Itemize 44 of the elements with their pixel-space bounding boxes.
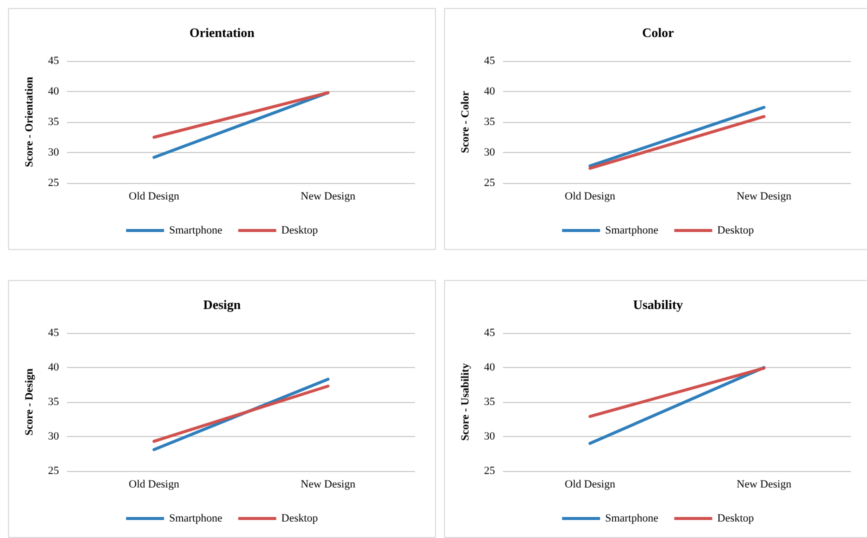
legend-label: Smartphone bbox=[169, 512, 222, 524]
x-tick-label: Old Design bbox=[128, 190, 180, 202]
x-tick-label: New Design bbox=[300, 478, 356, 490]
legend-label: Desktop bbox=[717, 512, 754, 524]
legend-label: Smartphone bbox=[605, 512, 658, 524]
legend-label: Desktop bbox=[281, 512, 318, 524]
y-tick-label: 30 bbox=[484, 430, 496, 442]
y-tick-label: 40 bbox=[48, 86, 60, 98]
x-tick-label: Old Design bbox=[564, 478, 616, 490]
y-axis-title: Score - Usability bbox=[460, 362, 472, 441]
y-tick-label: 45 bbox=[484, 327, 496, 339]
x-tick-label: New Design bbox=[736, 478, 792, 490]
y-tick-label: 35 bbox=[484, 396, 496, 408]
y-tick-label: 30 bbox=[48, 146, 60, 158]
y-tick-label: 45 bbox=[48, 327, 60, 339]
y-axis-title: Score - Color bbox=[460, 90, 472, 154]
y-tick-label: 40 bbox=[484, 362, 496, 374]
x-tick-label: New Design bbox=[736, 190, 792, 202]
legend-label: Smartphone bbox=[605, 224, 658, 236]
legend-label: Desktop bbox=[281, 224, 318, 236]
y-tick-label: 45 bbox=[484, 55, 496, 67]
x-tick-label: Old Design bbox=[564, 190, 616, 202]
y-tick-label: 25 bbox=[48, 465, 60, 477]
x-tick-label: Old Design bbox=[128, 478, 180, 490]
y-tick-label: 25 bbox=[484, 465, 496, 477]
y-tick-label: 35 bbox=[48, 396, 60, 408]
chart-title: Color bbox=[642, 25, 674, 40]
legend-label: Smartphone bbox=[169, 224, 222, 236]
y-tick-label: 25 bbox=[484, 177, 496, 189]
chart-title: Orientation bbox=[190, 25, 256, 40]
chart-title: Usability bbox=[633, 297, 684, 312]
chart-title: Design bbox=[203, 297, 242, 312]
y-axis-title: Score - Design bbox=[24, 368, 36, 436]
y-tick-label: 25 bbox=[48, 177, 60, 189]
legend-label: Desktop bbox=[717, 224, 754, 236]
y-tick-label: 35 bbox=[48, 116, 60, 128]
y-tick-label: 40 bbox=[484, 86, 496, 98]
x-tick-label: New Design bbox=[300, 190, 356, 202]
y-tick-label: 30 bbox=[48, 430, 60, 442]
y-axis-title: Score - Orientation bbox=[24, 76, 36, 168]
y-tick-label: 35 bbox=[484, 116, 496, 128]
y-tick-label: 30 bbox=[484, 146, 496, 158]
y-tick-label: 45 bbox=[48, 55, 60, 67]
y-tick-label: 40 bbox=[48, 362, 60, 374]
